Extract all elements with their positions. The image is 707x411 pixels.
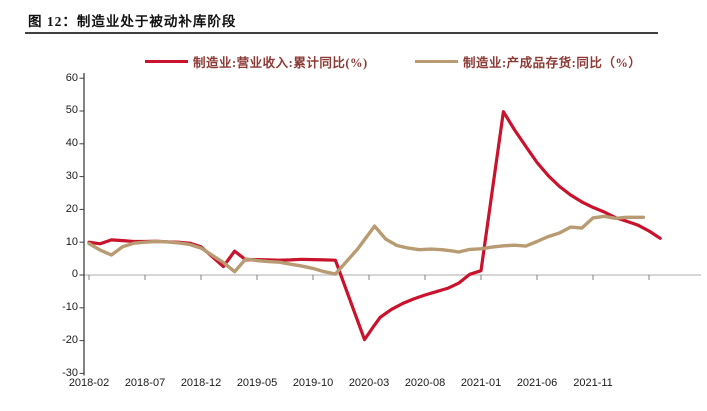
y-axis-label: 0 xyxy=(71,268,78,280)
y-axis-label: -30 xyxy=(62,367,78,379)
series-line-inventory xyxy=(87,214,646,276)
x-axis-label: 2020-08 xyxy=(404,377,446,389)
x-axis-label: 2019-10 xyxy=(292,377,334,389)
y-axis-label: 50 xyxy=(65,104,78,116)
x-axis-label: 2020-03 xyxy=(348,377,390,389)
x-axis-label: 2021-11 xyxy=(573,377,613,389)
x-axis-label: 2021-01 xyxy=(460,377,502,389)
x-axis-label: 2018-02 xyxy=(68,377,110,389)
title-divider xyxy=(25,32,658,34)
legend-line-inventory-swatch xyxy=(415,59,458,63)
y-axis-label: 20 xyxy=(65,203,78,215)
y-axis-label: 60 xyxy=(65,72,78,84)
y-axis-label: 30 xyxy=(65,170,78,182)
y-axis-label: 40 xyxy=(65,137,78,149)
y-axis-label: -20 xyxy=(62,334,78,346)
x-axis-label: 2019-05 xyxy=(236,377,278,389)
legend-label-inventory: 制造业:产成品存货:同比（%） xyxy=(463,55,642,70)
legend-label-revenue: 制造业:营业收入:累计同比(%) xyxy=(193,55,368,70)
y-axis-label: 10 xyxy=(65,236,78,248)
x-axis-label: 2018-12 xyxy=(180,377,222,389)
legend-line-revenue-swatch xyxy=(145,59,188,63)
figure-title: 图 12：制造业处于被动补库阶段 xyxy=(28,14,237,29)
x-axis-label: 2021-06 xyxy=(516,377,558,389)
y-axis-label: -10 xyxy=(62,301,78,313)
x-axis-label: 2018-07 xyxy=(124,377,166,389)
legend-item-revenue: 制造业:营业收入:累计同比(%) xyxy=(145,52,368,70)
legend-item-inventory: 制造业:产成品存货:同比（%） xyxy=(415,52,641,70)
